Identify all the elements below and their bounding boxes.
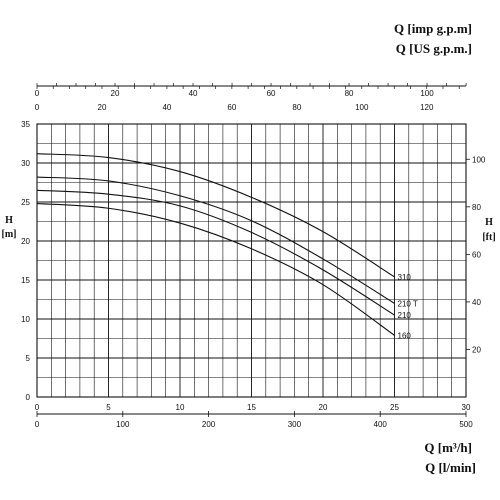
x-tick-label-us-gpm: 40 — [162, 103, 171, 112]
x-tick-label-m3h: 0 — [35, 403, 40, 412]
x-tick-label-m3h: 30 — [462, 403, 471, 412]
y-tick-label-ft: 20 — [472, 345, 481, 354]
x-tick-label-us-gpm: 60 — [227, 103, 236, 112]
y-tick-label-m: 25 — [21, 198, 30, 207]
x-tick-label-lmin: 400 — [374, 420, 388, 429]
y-tick-label-m: 15 — [21, 276, 30, 285]
y-right-label-h: H — [485, 217, 493, 228]
y-left-label-unit: [m] — [1, 229, 17, 240]
x-tick-label-m3h: 10 — [176, 403, 185, 412]
x-tick-label-lmin: 200 — [202, 420, 216, 429]
x-tick-label-us-gpm: 120 — [420, 103, 434, 112]
y-tick-label-m: 35 — [21, 120, 30, 129]
y-tick-label-ft: 80 — [472, 203, 481, 212]
curve-label: 310 — [398, 273, 412, 282]
y-tick-label-ft: 60 — [472, 250, 481, 259]
curve-210-t — [36, 176, 395, 304]
y-tick-label-m: 20 — [21, 237, 30, 246]
title-imp-gpm: Q [imp g.p.m] — [394, 21, 472, 36]
title-m3h: Q [m³/h] — [424, 440, 472, 455]
plot-frame — [36, 123, 467, 398]
y-tick-label-m: 0 — [26, 393, 31, 402]
curve-label: 210 T — [398, 299, 418, 308]
x-tick-label-us-gpm: 80 — [292, 103, 301, 112]
curve-label: 160 — [398, 331, 412, 340]
x-tick-label-m3h: 5 — [106, 403, 111, 412]
x-tick-label-m3h: 25 — [390, 403, 399, 412]
x-tick-label-imp-gpm: 0 — [35, 89, 40, 98]
x-tick-label-imp-gpm: 80 — [345, 89, 354, 98]
y-tick-label-m: 5 — [26, 354, 31, 363]
x-tick-label-imp-gpm: 100 — [420, 89, 434, 98]
x-tick-label-lmin: 0 — [35, 420, 40, 429]
y-tick-label-m: 30 — [21, 159, 30, 168]
y-left-label-h: H — [5, 215, 13, 226]
y-right-label-unit: [ft] — [482, 232, 496, 243]
y-tick-label-ft: 100 — [472, 155, 486, 164]
x-tick-label-lmin: 100 — [116, 420, 130, 429]
x-tick-label-m3h: 15 — [247, 403, 256, 412]
curve-160 — [36, 203, 395, 336]
y-tick-label-m: 10 — [21, 315, 30, 324]
x-tick-label-m3h: 20 — [319, 403, 328, 412]
x-tick-label-us-gpm: 0 — [35, 103, 40, 112]
curve-210 — [36, 189, 395, 316]
curve-310 — [36, 153, 395, 278]
x-tick-label-imp-gpm: 60 — [267, 89, 276, 98]
x-tick-label-imp-gpm: 20 — [111, 89, 120, 98]
x-tick-label-imp-gpm: 40 — [189, 89, 198, 98]
title-lmin: Q [l/min] — [425, 460, 476, 475]
curve-label: 210 — [398, 311, 412, 320]
x-tick-label-lmin: 300 — [288, 420, 302, 429]
title-us-gpm: Q [US g.p.m.] — [395, 41, 472, 56]
y-tick-label-ft: 40 — [472, 298, 481, 307]
x-tick-label-us-gpm: 20 — [98, 103, 107, 112]
x-tick-label-lmin: 500 — [459, 420, 473, 429]
x-tick-label-us-gpm: 100 — [355, 103, 369, 112]
